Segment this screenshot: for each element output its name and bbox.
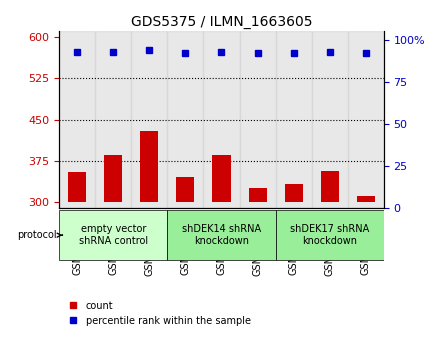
Bar bbox=[312, 32, 348, 208]
Bar bbox=[203, 32, 239, 208]
Bar bbox=[132, 32, 168, 208]
Bar bbox=[239, 32, 275, 208]
Legend: count, percentile rank within the sample: count, percentile rank within the sample bbox=[64, 297, 254, 330]
FancyBboxPatch shape bbox=[59, 211, 168, 260]
Bar bbox=[168, 32, 203, 208]
Text: shDEK14 shRNA
knockdown: shDEK14 shRNA knockdown bbox=[182, 224, 261, 246]
Bar bbox=[321, 171, 339, 202]
FancyBboxPatch shape bbox=[168, 211, 275, 260]
Bar bbox=[95, 32, 132, 208]
Title: GDS5375 / ILMN_1663605: GDS5375 / ILMN_1663605 bbox=[131, 15, 312, 29]
Bar bbox=[59, 32, 95, 208]
Text: empty vector
shRNA control: empty vector shRNA control bbox=[79, 224, 148, 246]
Bar bbox=[140, 131, 158, 202]
Bar bbox=[68, 172, 86, 202]
Bar bbox=[104, 155, 122, 202]
Bar bbox=[176, 178, 194, 202]
Bar bbox=[348, 32, 384, 208]
Bar bbox=[285, 184, 303, 202]
Bar bbox=[357, 196, 374, 202]
Text: protocol: protocol bbox=[17, 230, 62, 240]
Bar bbox=[213, 155, 231, 202]
Text: shDEK17 shRNA
knockdown: shDEK17 shRNA knockdown bbox=[290, 224, 369, 246]
FancyBboxPatch shape bbox=[275, 211, 384, 260]
Bar bbox=[249, 188, 267, 202]
Bar bbox=[275, 32, 312, 208]
